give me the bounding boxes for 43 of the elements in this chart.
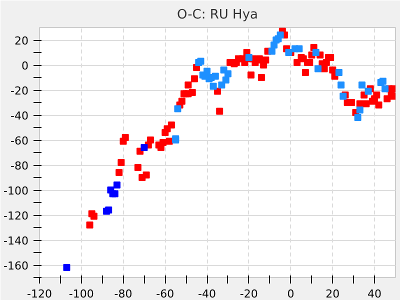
y-tick-label: -60 [10, 134, 28, 148]
point [174, 105, 182, 112]
x-tick-label: -20 [240, 288, 258, 300]
chart-title: O-C: RU Hya [177, 8, 258, 22]
point [140, 144, 148, 151]
point [105, 206, 112, 214]
y-tick-label: -40 [10, 110, 28, 122]
point [210, 82, 217, 90]
point [296, 45, 303, 52]
x-tick-label: -80 [114, 288, 132, 300]
point [382, 85, 389, 92]
point [212, 72, 219, 80]
point [358, 82, 366, 88]
y-tick-label: -100 [4, 184, 29, 198]
point [113, 182, 120, 188]
point [276, 32, 284, 38]
point [356, 106, 364, 114]
point [314, 65, 322, 72]
x-tick-label: -120 [27, 288, 52, 300]
x-tick-label: 0 [287, 288, 294, 300]
point [335, 69, 342, 76]
point [224, 70, 232, 78]
point [338, 82, 345, 88]
y-tick-label: -160 [4, 260, 29, 272]
point [218, 82, 226, 88]
point [312, 49, 320, 56]
x-tick-label: 40 [368, 288, 382, 300]
point [204, 68, 211, 75]
point [364, 88, 372, 95]
y-tick-label: 20 [14, 34, 29, 48]
x-tick-label: -100 [68, 288, 94, 300]
point [63, 264, 70, 271]
y-tick-label: 0 [22, 60, 28, 72]
y-tick-label: -140 [4, 234, 29, 248]
point [222, 76, 230, 84]
x-tick-label: -60 [156, 288, 174, 300]
point [354, 114, 362, 121]
x-tick-label: -40 [198, 288, 216, 300]
y-tick-label: -80 [10, 160, 28, 172]
y-tick-label: -120 [4, 210, 29, 222]
point [268, 48, 276, 55]
x-tick-label: 20 [326, 288, 340, 300]
y-tick-label: -20 [10, 84, 28, 98]
